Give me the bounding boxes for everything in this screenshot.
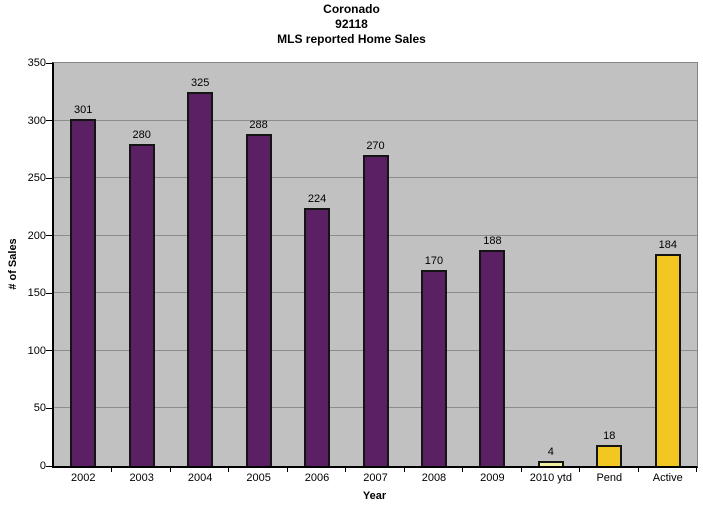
y-tick-label-350: 350 bbox=[27, 57, 46, 69]
y-tick-mark-300 bbox=[46, 120, 52, 122]
bar-value-label-2008: 170 bbox=[424, 255, 444, 268]
bar-2002 bbox=[70, 119, 97, 466]
bar-value-label-Pend: 18 bbox=[603, 430, 616, 443]
x-tick-label-2003: 2003 bbox=[129, 472, 154, 484]
y-tick-mark-350 bbox=[46, 62, 52, 64]
x-tick-mark-3 bbox=[228, 468, 230, 472]
plot-area: 301 280 325 288 224 270 170 188 4 18 184 bbox=[52, 62, 698, 468]
x-tick-mark-10 bbox=[637, 468, 639, 472]
y-tick-label-150: 150 bbox=[27, 287, 46, 300]
y-tick-label-250: 250 bbox=[27, 172, 46, 185]
x-tick-label-2004: 2004 bbox=[187, 472, 213, 484]
x-tick-mark-1 bbox=[111, 468, 113, 472]
bar-value-label-2002: 301 bbox=[74, 104, 93, 117]
y-tick-mark-200 bbox=[46, 235, 52, 237]
chart-title: Coronado 92118 MLS reported Home Sales bbox=[0, 2, 703, 47]
x-tick-label-Active: Active bbox=[652, 472, 683, 484]
x-axis-title: Year bbox=[362, 490, 387, 502]
bar-Active bbox=[654, 254, 681, 466]
chart-title-line-1: Coronado bbox=[323, 2, 380, 16]
bar-2006 bbox=[304, 208, 331, 466]
x-tick-label-2010 ytd: 2010 ytd bbox=[529, 472, 572, 484]
y-tick-mark-250 bbox=[46, 177, 52, 179]
y-tick-mark-100 bbox=[46, 350, 52, 352]
y-tick-label-0: 0 bbox=[39, 460, 46, 472]
bar-value-label-Active: 184 bbox=[658, 239, 677, 252]
x-tick-label-2002: 2002 bbox=[70, 472, 96, 484]
chart-title-line-2: 92118 bbox=[335, 17, 368, 31]
x-tick-mark-6 bbox=[403, 468, 405, 472]
y-tick-label-300: 300 bbox=[27, 114, 46, 127]
bar-Pend bbox=[596, 445, 623, 466]
x-tick-mark-4 bbox=[286, 468, 288, 472]
bar-2003 bbox=[128, 143, 155, 466]
x-tick-label-Pend: Pend bbox=[596, 472, 623, 484]
y-tick-label-50: 50 bbox=[33, 402, 46, 415]
y-tick-label-100: 100 bbox=[27, 344, 46, 357]
x-tick-label-2009: 2009 bbox=[480, 472, 505, 484]
y-tick-mark-50 bbox=[46, 407, 52, 409]
bar-2005 bbox=[245, 134, 272, 466]
bar-value-label-2010 ytd: 4 bbox=[547, 446, 554, 459]
bar-value-label-2003: 280 bbox=[132, 128, 151, 141]
x-tick-mark-9 bbox=[579, 468, 581, 472]
bar-2007 bbox=[362, 155, 389, 466]
bar-value-label-2009: 188 bbox=[483, 234, 502, 247]
x-tick-label-2006: 2006 bbox=[304, 472, 330, 484]
x-tick-label-2008: 2008 bbox=[421, 472, 447, 484]
x-tick-label-2007: 2007 bbox=[363, 472, 388, 484]
x-tick-mark-5 bbox=[345, 468, 347, 472]
bar-2008 bbox=[420, 270, 447, 466]
bar-2010 ytd bbox=[537, 461, 564, 466]
y-tick-mark-150 bbox=[46, 292, 52, 294]
y-tick-label-200: 200 bbox=[27, 229, 46, 242]
x-tick-mark-11 bbox=[696, 468, 697, 472]
bar-value-label-2006: 224 bbox=[307, 193, 327, 206]
bar-value-label-2004: 325 bbox=[190, 76, 210, 89]
x-tick-mark-7 bbox=[462, 468, 464, 472]
y-tick-mark-0 bbox=[46, 465, 52, 467]
x-tick-mark-8 bbox=[520, 468, 522, 472]
chart-title-line-3: MLS reported Home Sales bbox=[277, 32, 426, 46]
bar-value-label-2007: 270 bbox=[366, 140, 385, 153]
x-tick-mark-2 bbox=[169, 468, 171, 472]
bar-2004 bbox=[187, 91, 214, 466]
bar-value-label-2005: 288 bbox=[249, 119, 268, 132]
x-tick-label-2005: 2005 bbox=[246, 472, 271, 484]
gridline-300 bbox=[54, 119, 697, 121]
y-axis-title: # of Sales bbox=[7, 238, 19, 290]
bar-2009 bbox=[479, 249, 506, 466]
